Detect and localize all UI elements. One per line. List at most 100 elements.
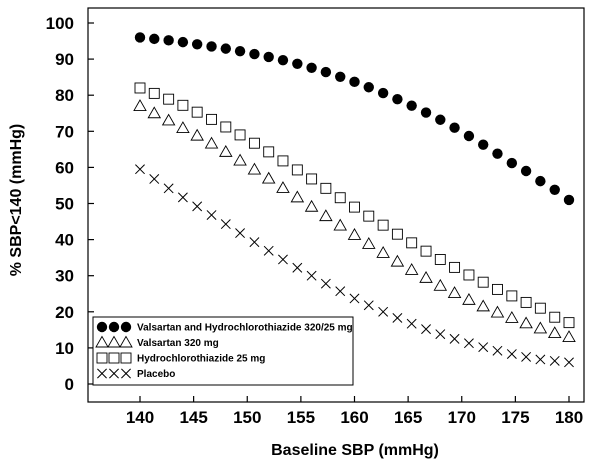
series-0-point-18 [392, 93, 403, 105]
x-tick-label-150: 150 [233, 408, 261, 427]
series-3-point-30 [564, 357, 574, 368]
legend-item-0: Valsartan and Hydrochlorothiazide 320/25… [96, 321, 353, 334]
series-2-point-23 [463, 269, 475, 281]
series-1-point-1 [147, 106, 162, 119]
series-2-point-4 [191, 106, 203, 118]
series-0-point-21 [435, 114, 446, 125]
legend-box [92, 316, 354, 386]
series-3-point-13 [320, 278, 331, 289]
x-tick-label-170: 170 [448, 408, 476, 427]
series-1-point-10 [276, 181, 290, 193]
series-2-point-1 [148, 87, 160, 99]
series-2-point-20 [420, 245, 432, 257]
series-3-point-22 [449, 333, 460, 344]
series-0-point-9 [263, 51, 274, 63]
y-tick-label-10: 10 [55, 339, 74, 358]
x-tick-label-155: 155 [287, 408, 315, 427]
legend-marker-3-2 [121, 368, 131, 379]
y-axis-title: % SBP<140 (mmHg) [8, 124, 25, 277]
x-tick-label-140: 140 [126, 408, 154, 427]
series-3-point-10 [278, 254, 288, 265]
series-0-point-19 [406, 100, 417, 111]
series-1-point-9 [261, 171, 276, 184]
series-1 [133, 99, 576, 343]
series-0-point-23 [463, 130, 475, 142]
series-0-point-16 [363, 82, 374, 93]
series-2 [134, 82, 575, 329]
x-tick-label-180: 180 [555, 408, 583, 427]
series-1-point-11 [290, 190, 305, 203]
series-3-point-2 [163, 183, 174, 194]
series-0-point-25 [492, 148, 503, 159]
series-0-point-15 [349, 76, 360, 88]
series-0-point-24 [478, 139, 489, 150]
axes: 140 145 150 155 160 165 170 175 180 0 10 20 30 40 50 60… [46, 14, 584, 427]
series-1-point-5 [204, 136, 219, 149]
series-2-point-19 [406, 237, 418, 249]
series-2-point-24 [477, 276, 489, 288]
series-1-point-30 [562, 330, 576, 343]
y-tick-label-60: 60 [55, 158, 74, 177]
series-1-point-7 [233, 153, 247, 166]
y-tick-label-20: 20 [55, 303, 74, 322]
series-0-point-8 [249, 48, 260, 60]
series-3-point-25 [492, 345, 503, 356]
series-2-point-11 [291, 164, 303, 176]
x-tick-label-160: 160 [340, 408, 368, 427]
legend-marker-1-0 [95, 335, 109, 348]
series-1-point-4 [190, 128, 204, 141]
series-2-point-30 [563, 317, 575, 329]
series-3-point-18 [392, 312, 403, 323]
series-3 [135, 164, 574, 368]
legend-label-0: Valsartan and Hydrochlorothiazide 320/25… [137, 323, 353, 334]
y-tick-label-40: 40 [55, 231, 74, 250]
series-2-point-13 [320, 182, 332, 194]
series-1-point-18 [390, 254, 405, 267]
legend-marker-2-0 [96, 352, 108, 364]
series-0-point-6 [220, 43, 231, 54]
series-2-point-22 [449, 261, 461, 273]
series-2-point-2 [163, 93, 175, 105]
y-tick-label-30: 30 [55, 267, 74, 286]
series-1-point-19 [404, 263, 419, 275]
legend-marker-1-1 [107, 335, 121, 348]
series-1-point-8 [247, 162, 262, 175]
x-tick-label-145: 145 [179, 408, 207, 427]
series-1-point-23 [462, 292, 476, 305]
series-0-point-5 [206, 41, 217, 52]
series-3-point-7 [235, 228, 246, 239]
legend-marker-0-0 [96, 321, 108, 333]
series-2-point-27 [520, 296, 532, 308]
series-0-point-29 [549, 184, 560, 195]
series-1-point-16 [361, 237, 376, 249]
series-0 [134, 32, 575, 206]
legend-marker-2-2 [120, 352, 132, 364]
plot-frame [87, 7, 585, 403]
y-tick-label-100: 100 [46, 14, 74, 33]
series-3-point-0 [135, 164, 145, 175]
series-2-point-16 [363, 210, 375, 222]
series-3-point-17 [378, 306, 389, 317]
legend-item-2: Hydrochlorothiazide 25 mg [96, 352, 265, 365]
series-0-point-13 [320, 66, 332, 78]
series-3-point-8 [249, 237, 260, 248]
legend-marker-1-2 [119, 335, 133, 348]
series-2-point-7 [234, 129, 246, 141]
series-3-point-29 [549, 355, 560, 366]
series-1-point-15 [347, 227, 362, 240]
series-1-point-20 [419, 270, 433, 283]
legend: Valsartan and Hydrochlorothiazide 320/25… [92, 316, 354, 386]
series-3-point-16 [363, 300, 374, 311]
series-2-point-28 [534, 302, 546, 314]
legend-label-1: Valsartan 320 mg [137, 338, 219, 349]
legend-marker-3-1 [109, 368, 119, 379]
series-0-point-10 [277, 54, 289, 66]
series-0-point-28 [535, 175, 546, 187]
series-0-point-27 [520, 165, 532, 177]
series-3-point-24 [478, 342, 489, 353]
series-0-point-12 [306, 62, 317, 73]
series-0-point-14 [335, 71, 346, 82]
series-3-point-1 [149, 173, 160, 184]
legend-marker-0-1 [108, 321, 120, 333]
